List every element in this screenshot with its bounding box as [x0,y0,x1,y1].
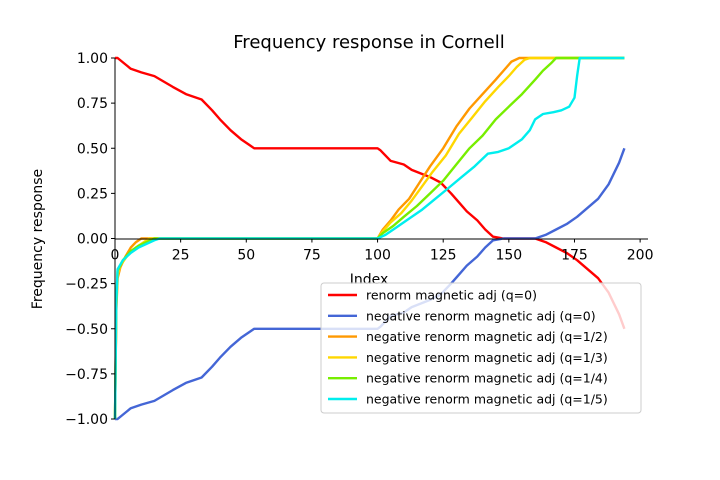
y-tick-label: 0.25 [77,186,108,202]
legend-label-3: negative renorm magnetic adj (q=1/3) [366,350,608,365]
series-line-4 [113,56,625,420]
x-tick-label: 200 [627,248,654,264]
legend-label-2: negative renorm magnetic adj (q=1/2) [366,329,608,344]
legend-label-4: negative renorm magnetic adj (q=1/4) [366,371,608,386]
x-tick-label: 75 [303,248,321,264]
y-tick-label: −0.75 [65,367,108,383]
y-tick-label: −0.25 [65,277,108,293]
legend: renorm magnetic adj (q=0) negative renorm… [320,282,642,414]
x-tick-label: 100 [364,248,391,264]
legend-label-0: renorm magnetic adj (q=0) [366,288,537,303]
legend-label-1: negative renorm magnetic adj (q=0) [366,308,596,323]
series-line-0 [115,56,626,330]
y-axis-label: Frequency response [30,169,46,309]
ticks-layer: 0 25 50 75 100 125 150 175 200 −1.00 −0.75 −0.50 −0.… [65,51,653,428]
x-tick-label: 150 [495,248,522,264]
y-tick-label: 0.00 [77,232,108,248]
legend-label-5: negative renorm magnetic adj (q=1/5) [366,392,608,407]
series-layer [113,56,626,421]
x-tick-label: 0 [111,248,120,264]
y-tick-label: 0.50 [77,141,108,157]
x-tick-label: 175 [561,248,588,264]
x-tick-label: 50 [237,248,255,264]
series-line-5 [113,56,625,420]
x-tick-label: 25 [172,248,190,264]
x-tick-label: 125 [430,248,457,264]
legend-frame [320,282,642,414]
y-tick-label: 1.00 [77,51,108,67]
y-tick-label: 0.75 [77,96,108,112]
chart-title: Frequency response in Cornell [233,32,504,53]
y-tick-label: −1.00 [65,412,108,428]
y-tick-label: −0.50 [65,322,108,338]
